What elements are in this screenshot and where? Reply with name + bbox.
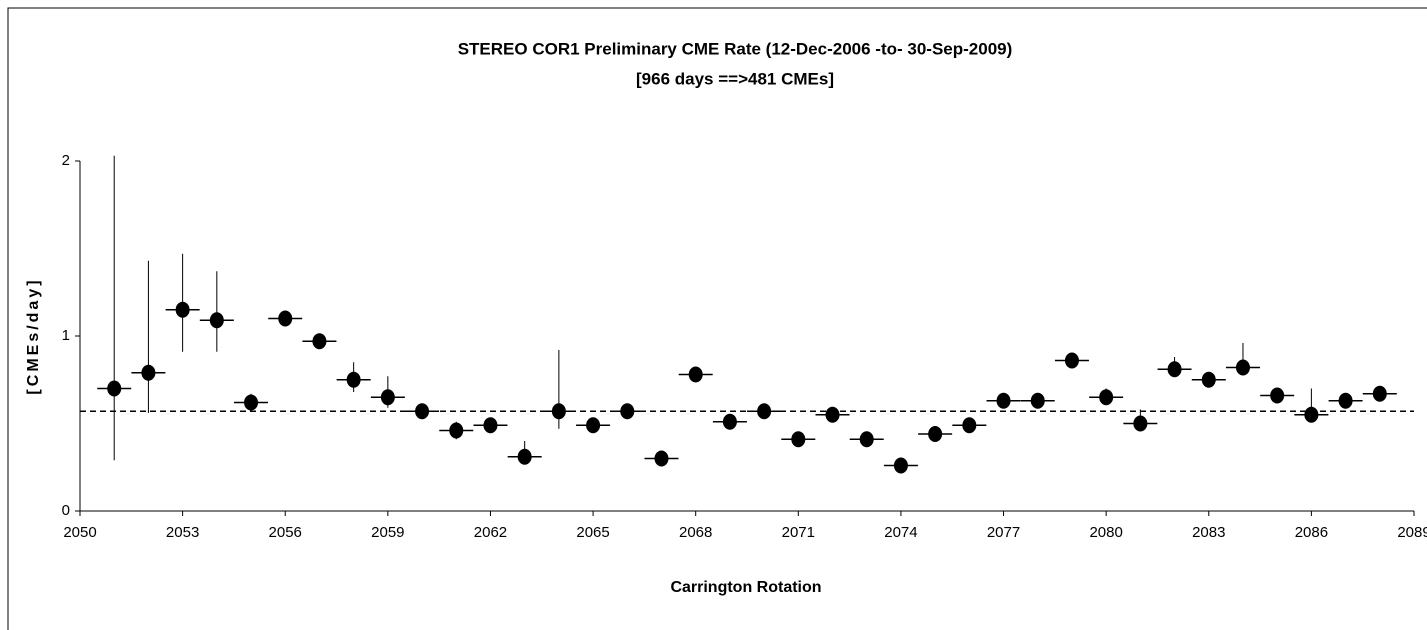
point [1270,387,1285,404]
point [483,417,498,434]
point [962,417,977,434]
point [722,413,737,430]
point [175,301,190,318]
point [1064,352,1079,369]
x-tick-label: 2065 [576,524,609,541]
point [1201,371,1216,388]
x-tick-label: 2053 [166,524,199,541]
point [1304,406,1319,423]
point [1030,392,1045,409]
x-tick-label: 2056 [269,524,302,541]
x-tick-label: 2074 [884,524,917,541]
point [1235,359,1250,376]
point [928,426,943,442]
point [312,333,327,350]
point [654,450,669,467]
point [346,371,361,388]
point [791,431,806,448]
chart-title: STEREO COR1 Preliminary CME Rate (12-Dec… [458,39,1013,58]
point [1099,389,1114,406]
point [586,417,601,434]
x-tick-label: 2071 [782,524,815,541]
point [1133,415,1148,432]
point [620,403,635,420]
x-tick-label: 2080 [1089,524,1122,541]
point [1338,392,1353,409]
point [893,457,908,474]
x-tick-label: 2083 [1192,524,1225,541]
point [1372,385,1387,402]
point [107,380,122,397]
chart-subtitle: [966 days ==>481 CMEs] [636,69,834,88]
y-tick-label: 2 [62,152,70,169]
point [825,406,840,423]
x-tick-label: 2086 [1295,524,1328,541]
point [380,389,395,406]
x-tick-label: 2077 [987,524,1020,541]
chart-frame [7,7,1427,630]
x-tick-label: 2050 [63,524,96,541]
point [757,403,772,420]
point [551,403,566,420]
point [141,364,156,381]
point [996,392,1011,409]
point [688,366,703,383]
point [415,403,430,420]
y-tick-label: 0 [62,502,70,519]
point [209,312,224,329]
y-axis-label: [CMEs/day] [25,277,42,394]
x-tick-label: 2089 [1397,524,1427,541]
point [449,422,464,439]
point [244,394,259,411]
point [278,310,293,327]
x-axis-label: Carrington Rotation [670,579,821,596]
y-tick-label: 1 [62,327,70,344]
point [1167,361,1182,378]
x-tick-label: 2062 [474,524,507,541]
point [859,431,874,448]
point [517,448,532,465]
x-tick-label: 2068 [679,524,712,541]
x-tick-label: 2059 [371,524,404,541]
